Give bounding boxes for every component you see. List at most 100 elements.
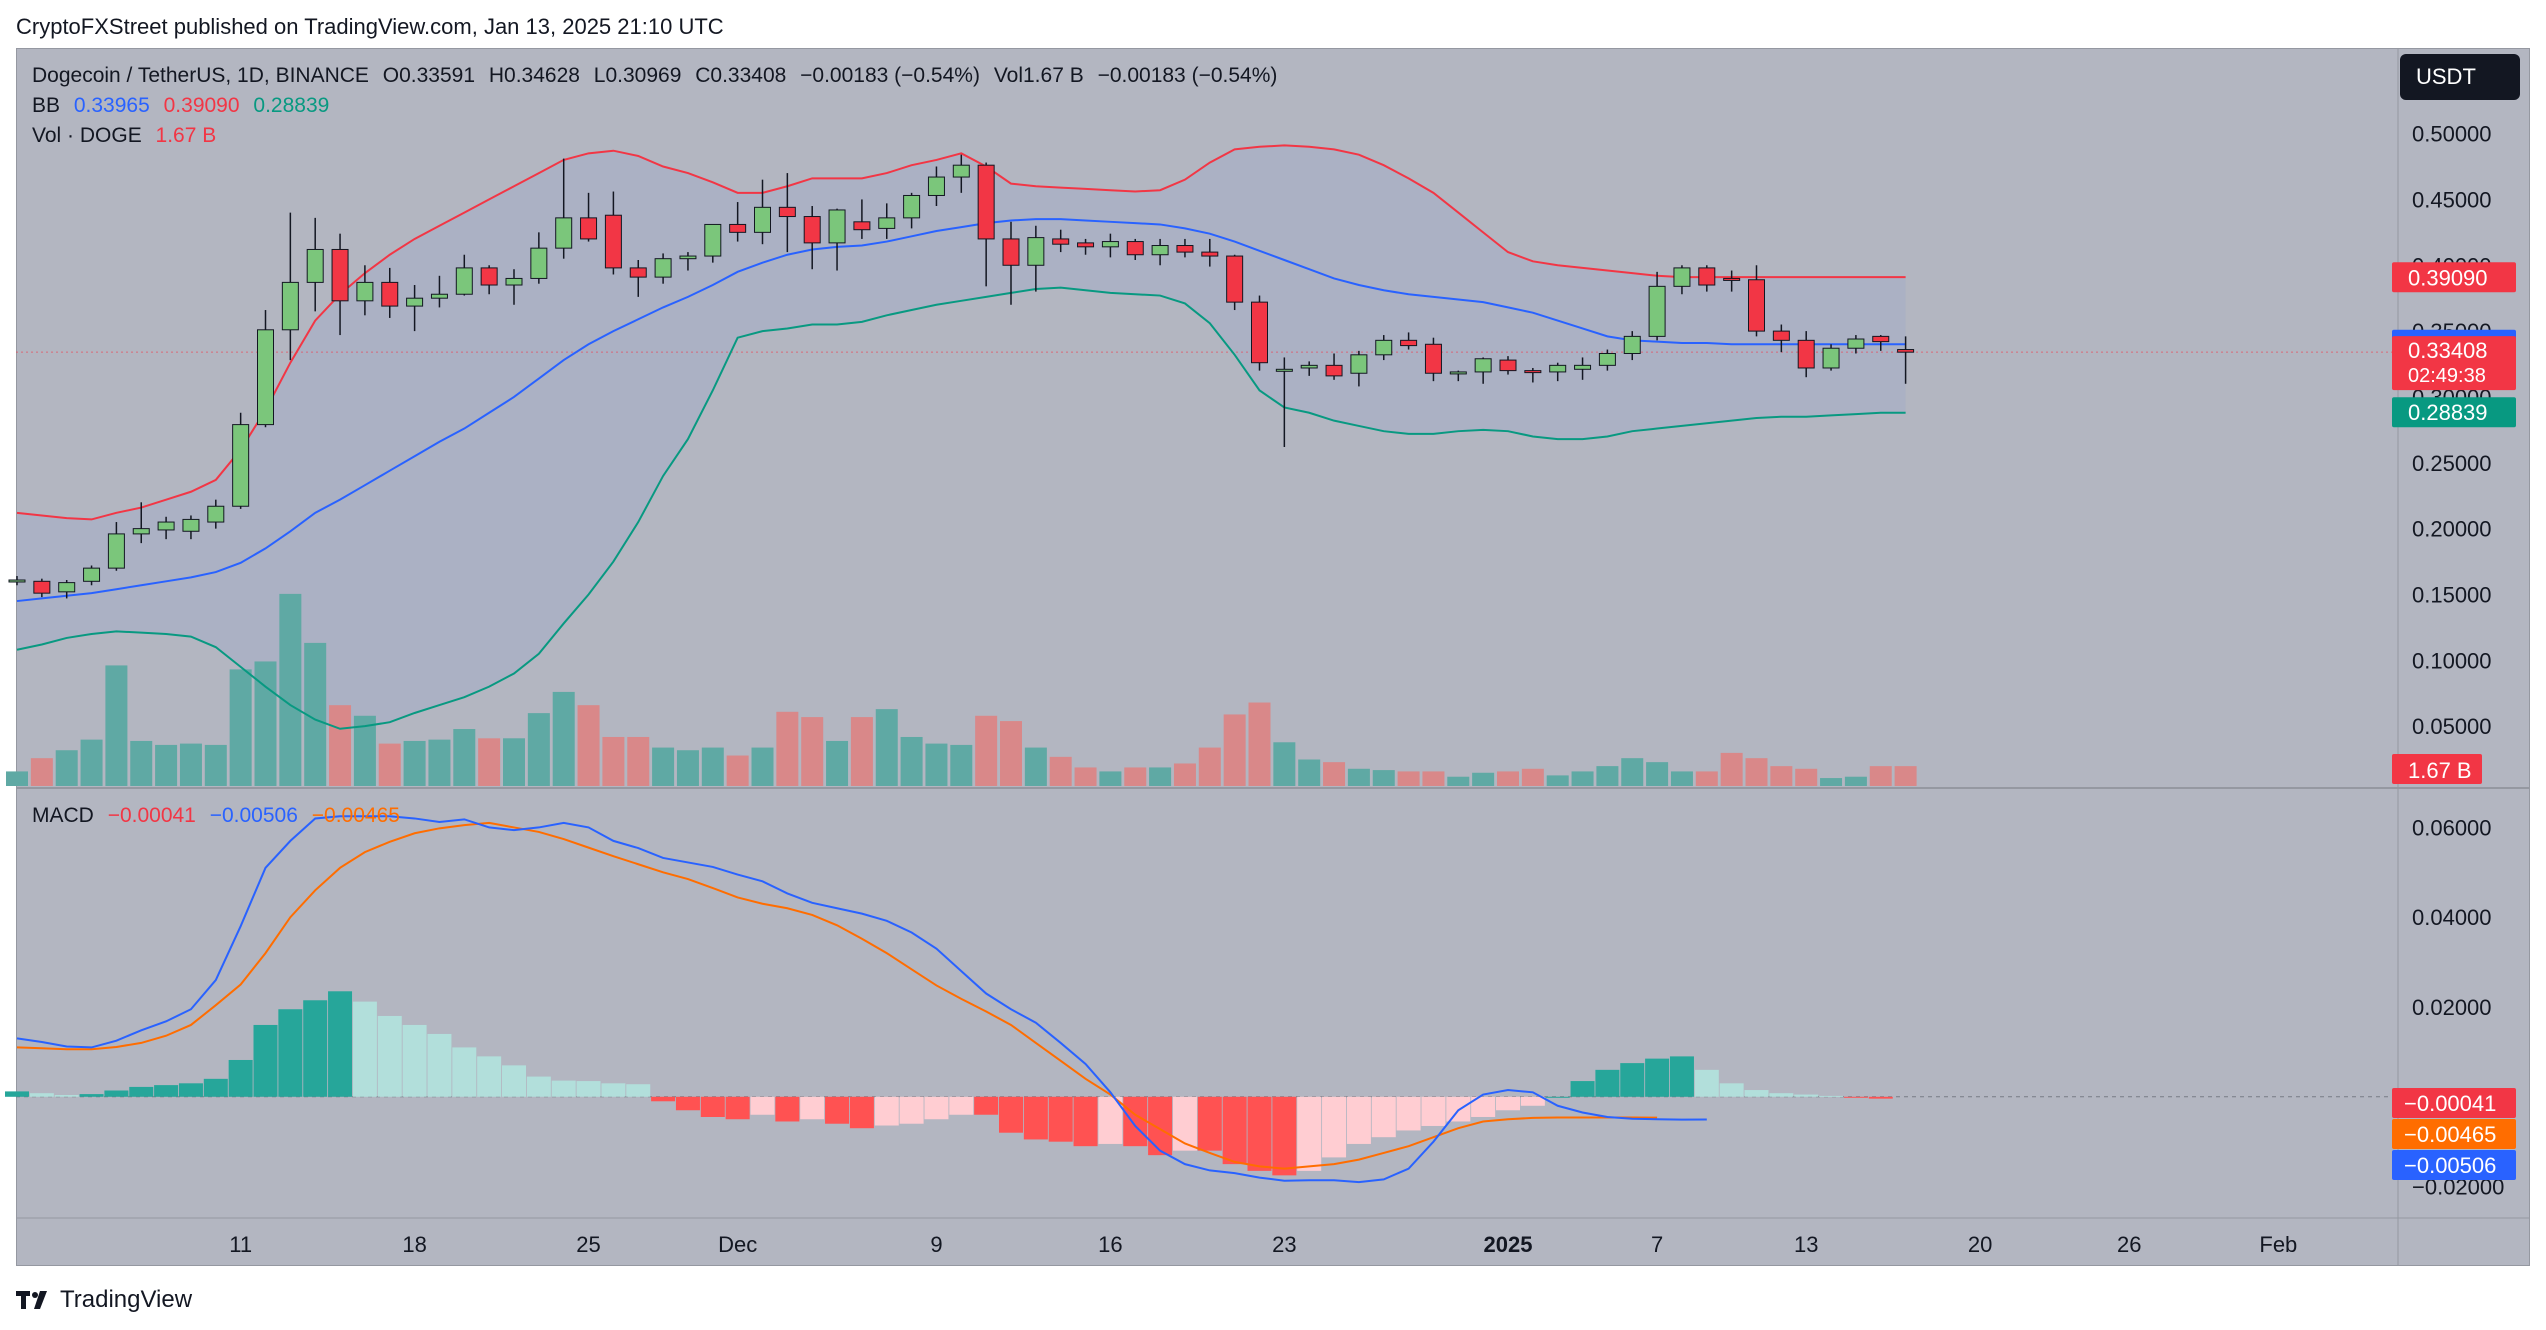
candle-body [1325,364,1343,377]
macd-histogram-bar [949,1096,974,1115]
candle-body [903,194,921,219]
volume-bar [1323,762,1346,786]
candle-body [1499,359,1517,372]
volume-bar [1521,768,1544,786]
candle [1424,337,1442,382]
candle [1772,324,1790,353]
candle-body [1077,242,1095,248]
volume-bar [1546,775,1569,786]
macd-histogram-bar [1819,1095,1844,1097]
volume-bar [975,715,998,786]
macd-histogram-bar [775,1096,800,1122]
candle [480,265,498,295]
macd-histogram-bar [203,1078,228,1097]
candle-body [381,281,399,307]
time-tick-label: 11 [229,1232,252,1257]
candle-body [1474,358,1492,373]
macd-histogram-bar [129,1086,154,1097]
bb-label: BB [32,94,61,117]
bb-legend[interactable]: BB 0.33965 0.39090 0.28839 [32,94,337,118]
candle-body [1375,339,1393,356]
candle-body [331,248,349,302]
candle-body [480,267,498,286]
footer-brand[interactable]: TradingView [16,1286,192,1314]
macd-histogram-bar [178,1083,203,1097]
volume-bar [602,736,625,786]
candle-body [356,281,374,302]
symbol-name[interactable]: Dogecoin / TetherUS, 1D, BINANCE [32,64,369,87]
time-tick-label: Dec [718,1232,757,1257]
candle [604,191,622,275]
candle-body [1126,241,1144,256]
volume-change: −0.00183 (−0.54%) [1097,64,1278,87]
candle-body [306,248,324,283]
macd-histogram-bar [999,1096,1023,1133]
candle-body [952,164,970,178]
candle-body [430,293,448,299]
candle [1524,367,1542,383]
candle [1847,335,1865,354]
macd-histogram-bar [1694,1069,1719,1097]
macd-label-box: −0.00506 [2392,1150,2516,1180]
candle-body [1897,349,1915,353]
macd-histogram-bar [1744,1090,1769,1097]
macd-legend[interactable]: MACD −0.00041 −0.00506 −0.00465 [32,804,408,828]
bb-upper-line [16,144,1906,521]
candle-body [505,277,523,286]
volume-bar [1670,771,1693,786]
ohlc-low: L0.30969 [593,64,682,87]
candle-body [803,216,821,244]
macd-histogram-bar [54,1094,79,1097]
volume-bar [577,705,600,786]
candle [1400,332,1418,350]
candle [1151,238,1169,266]
currency-button[interactable]: USDT [2400,54,2520,100]
macd-histogram-bar [551,1080,576,1097]
time-tick-label: 20 [1968,1232,1992,1257]
macd-histogram-bar [154,1085,179,1097]
volume-bar [1820,778,1843,786]
candle-body [1549,364,1567,373]
candle-body [878,217,896,229]
volume-bar [776,711,799,786]
macd-histogram-bar [253,1024,278,1097]
candle [1251,295,1268,371]
macd-histogram-bar [1843,1096,1868,1098]
macd-histogram-bar [1620,1063,1645,1097]
candle-body [1723,277,1741,281]
macd-histogram-bar [1645,1058,1670,1097]
macd-histogram-bar [228,1059,253,1097]
candle-body [1872,335,1890,343]
volume-bar [1571,771,1594,786]
price-tick-label: 0.25000 [2412,451,2492,476]
volume-legend[interactable]: Vol · DOGE 1.67 B [32,124,224,148]
candle-body [1226,255,1244,303]
macd-histogram-bar [725,1096,750,1120]
volume-bar [850,717,873,786]
candle-body [1772,330,1790,341]
macd-histogram-bar [1471,1096,1496,1117]
macd-histogram-bar [1172,1096,1197,1151]
macd-label-text: −0.00506 [2404,1153,2496,1178]
candle [903,192,921,229]
price-label-box: 0.39090 [2392,262,2516,293]
candle [952,154,970,193]
candle-body [679,255,697,260]
bb-lower-line [16,286,1906,730]
candle-body [33,580,51,594]
candle [455,254,473,296]
candle [257,310,274,428]
volume-bar [304,642,327,786]
candle [1474,357,1492,384]
time-tick-label: 7 [1651,1232,1663,1257]
candle [132,502,150,544]
volume-bar [1248,702,1271,786]
macd-histogram-bar [1545,1096,1570,1098]
candle-body [1424,343,1442,374]
candle [1897,336,1915,384]
time-tick-label: 16 [1098,1232,1122,1257]
volume-bar [1298,759,1321,786]
volume-bar [478,738,501,786]
